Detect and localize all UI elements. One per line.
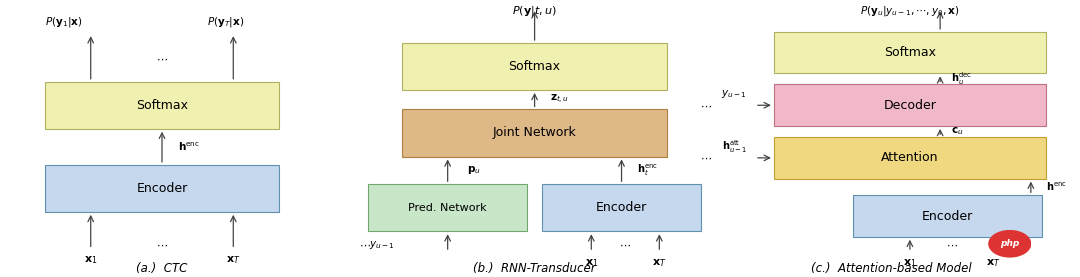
Text: Softmax: Softmax — [136, 99, 188, 112]
Text: $\cdots$: $\cdots$ — [157, 240, 167, 250]
Text: $\mathbf{h}_u^{\mathrm{dec}}$: $\mathbf{h}_u^{\mathrm{dec}}$ — [951, 71, 972, 87]
Text: Softmax: Softmax — [883, 46, 936, 59]
FancyBboxPatch shape — [773, 32, 1045, 73]
Text: $\cdots$: $\cdots$ — [157, 54, 167, 64]
Text: $P(\mathbf{y}_1|\mathbf{x})$: $P(\mathbf{y}_1|\mathbf{x})$ — [45, 15, 83, 29]
Text: (b.)  RNN-Transducer: (b.) RNN-Transducer — [473, 262, 596, 275]
Text: php: php — [1000, 239, 1020, 248]
Text: Decoder: Decoder — [883, 99, 936, 112]
Text: $\mathbf{x}_T$: $\mathbf{x}_T$ — [226, 255, 241, 266]
Text: Softmax: Softmax — [509, 60, 561, 73]
Text: Pred. Network: Pred. Network — [408, 203, 487, 213]
Text: $\cdots$: $\cdots$ — [700, 100, 712, 110]
Text: Attention: Attention — [881, 152, 939, 164]
FancyBboxPatch shape — [368, 184, 527, 231]
Text: $\mathbf{x}_T$: $\mathbf{x}_T$ — [652, 257, 666, 269]
Text: Encoder: Encoder — [136, 182, 188, 195]
Text: $\cdots$: $\cdots$ — [946, 240, 957, 250]
Text: $\mathbf{h}^{\mathrm{enc}}$: $\mathbf{h}^{\mathrm{enc}}$ — [1045, 181, 1067, 193]
Text: $\mathbf{x}_T$: $\mathbf{x}_T$ — [986, 257, 1000, 269]
Text: $\mathbf{x}_1$: $\mathbf{x}_1$ — [84, 255, 97, 266]
Text: $\mathbf{h}^{\mathrm{enc}}$: $\mathbf{h}^{\mathrm{enc}}$ — [178, 141, 200, 153]
FancyBboxPatch shape — [45, 82, 279, 129]
Text: Joint Network: Joint Network — [492, 127, 577, 139]
Text: $y_{u-1}$: $y_{u-1}$ — [369, 239, 395, 251]
Text: $P(\mathbf{y}_T|\mathbf{x})$: $P(\mathbf{y}_T|\mathbf{x})$ — [207, 15, 244, 29]
FancyBboxPatch shape — [402, 109, 666, 157]
Text: $\mathbf{h}_{u-1}^{\mathrm{att}}$: $\mathbf{h}_{u-1}^{\mathrm{att}}$ — [723, 138, 747, 155]
FancyBboxPatch shape — [402, 43, 666, 90]
Text: $\mathbf{c}_u$: $\mathbf{c}_u$ — [951, 126, 964, 137]
Text: $\mathbf{p}_u$: $\mathbf{p}_u$ — [467, 164, 481, 176]
FancyBboxPatch shape — [773, 137, 1045, 179]
Text: Encoder: Encoder — [596, 201, 647, 214]
Ellipse shape — [988, 230, 1031, 258]
Text: (c.)  Attention-based Model: (c.) Attention-based Model — [811, 262, 971, 275]
Text: $\cdots$: $\cdots$ — [700, 153, 712, 163]
FancyBboxPatch shape — [773, 84, 1045, 126]
Text: (a.)  CTC: (a.) CTC — [136, 262, 188, 275]
Text: $\cdots$: $\cdots$ — [359, 240, 370, 250]
Text: $\mathbf{x}_1$: $\mathbf{x}_1$ — [584, 257, 598, 269]
Text: $P(\mathbf{y}|t,u)$: $P(\mathbf{y}|t,u)$ — [512, 4, 557, 18]
Text: Encoder: Encoder — [922, 210, 973, 222]
Text: $\mathbf{h}_t^{\mathrm{enc}}$: $\mathbf{h}_t^{\mathrm{enc}}$ — [637, 163, 658, 178]
Text: $\mathbf{x}_1$: $\mathbf{x}_1$ — [903, 257, 917, 269]
Text: $\mathbf{z}_{t,u}$: $\mathbf{z}_{t,u}$ — [550, 93, 569, 106]
Text: $\cdots$: $\cdots$ — [620, 240, 631, 250]
FancyBboxPatch shape — [853, 195, 1042, 237]
FancyBboxPatch shape — [542, 184, 701, 231]
Text: $y_{u-1}$: $y_{u-1}$ — [721, 88, 747, 100]
FancyBboxPatch shape — [45, 165, 279, 212]
Text: $P(\mathbf{y}_u|y_{u-1},\cdots,y_0,\mathbf{x})$: $P(\mathbf{y}_u|y_{u-1},\cdots,y_0,\math… — [861, 4, 959, 18]
